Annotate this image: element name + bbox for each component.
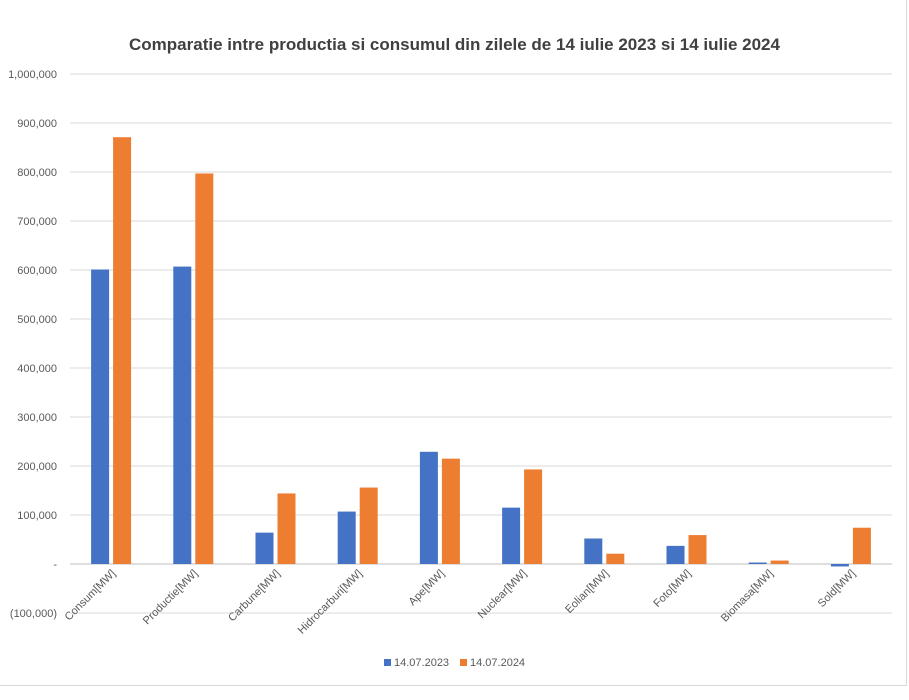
y-tick-label: 1,000,000 [8,69,57,81]
x-tick-label: Carbune[MW] [226,568,282,624]
y-tick-label: 700,000 [17,216,57,228]
x-tick-label: Foto[MW] [651,568,693,610]
x-tick-label: Ape[MW] [407,568,447,608]
y-tick-label: 400,000 [17,363,57,375]
y-tick-label: 900,000 [17,118,57,130]
bar [419,451,438,564]
bar [852,527,871,564]
bar [830,564,849,567]
bar [770,560,789,564]
x-tick-label: Sold[MW] [816,568,858,610]
bar [113,137,132,564]
bar [255,532,274,564]
bar [666,545,685,564]
legend-label: 14.07.2023 [394,657,449,669]
bar [173,266,192,564]
bar [502,507,521,564]
bar [359,487,378,564]
y-tick-label: 800,000 [17,167,57,179]
y-tick-label: - [53,559,57,571]
bar [195,173,214,564]
y-tick-label: 600,000 [17,265,57,277]
legend-label: 14.07.2024 [470,657,525,669]
x-tick-label: Productie[MW] [141,568,200,627]
chart-frame [0,0,907,686]
x-tick-label: Consum[MW] [63,568,119,624]
legend-swatch [460,659,467,666]
y-tick-label: 500,000 [17,314,57,326]
bars [91,137,871,567]
legend: 14.07.2023 14.07.2024 [384,657,525,669]
bar [524,469,543,564]
chart-title: Comparatie intre productia si consumul d… [129,35,780,54]
bar [441,458,460,564]
x-axis-categories: Consum[MW] Productie[MW] Carbune[MW] Hidroc… [63,568,858,637]
bar [337,511,356,564]
legend-swatch [384,659,391,666]
x-tick-label: Hidrocarburi[MW] [296,568,365,637]
x-tick-label: Eolian[MW] [563,568,611,616]
y-tick-label: 100,000 [17,510,57,522]
y-tick-label: 300,000 [17,412,57,424]
bar [277,493,296,564]
y-tick-label: 200,000 [17,461,57,473]
bar [584,538,603,564]
bar [688,535,707,564]
bar [91,269,110,564]
bar [606,553,625,564]
y-axis-ticks: (100,000) - 100,000 200,000 300,000 400,000 50… [8,69,57,620]
bar [748,562,767,564]
grid-lines [70,73,892,614]
y-tick-label: (100,000) [10,608,57,620]
x-tick-label: Biomasa[MW] [719,568,776,625]
